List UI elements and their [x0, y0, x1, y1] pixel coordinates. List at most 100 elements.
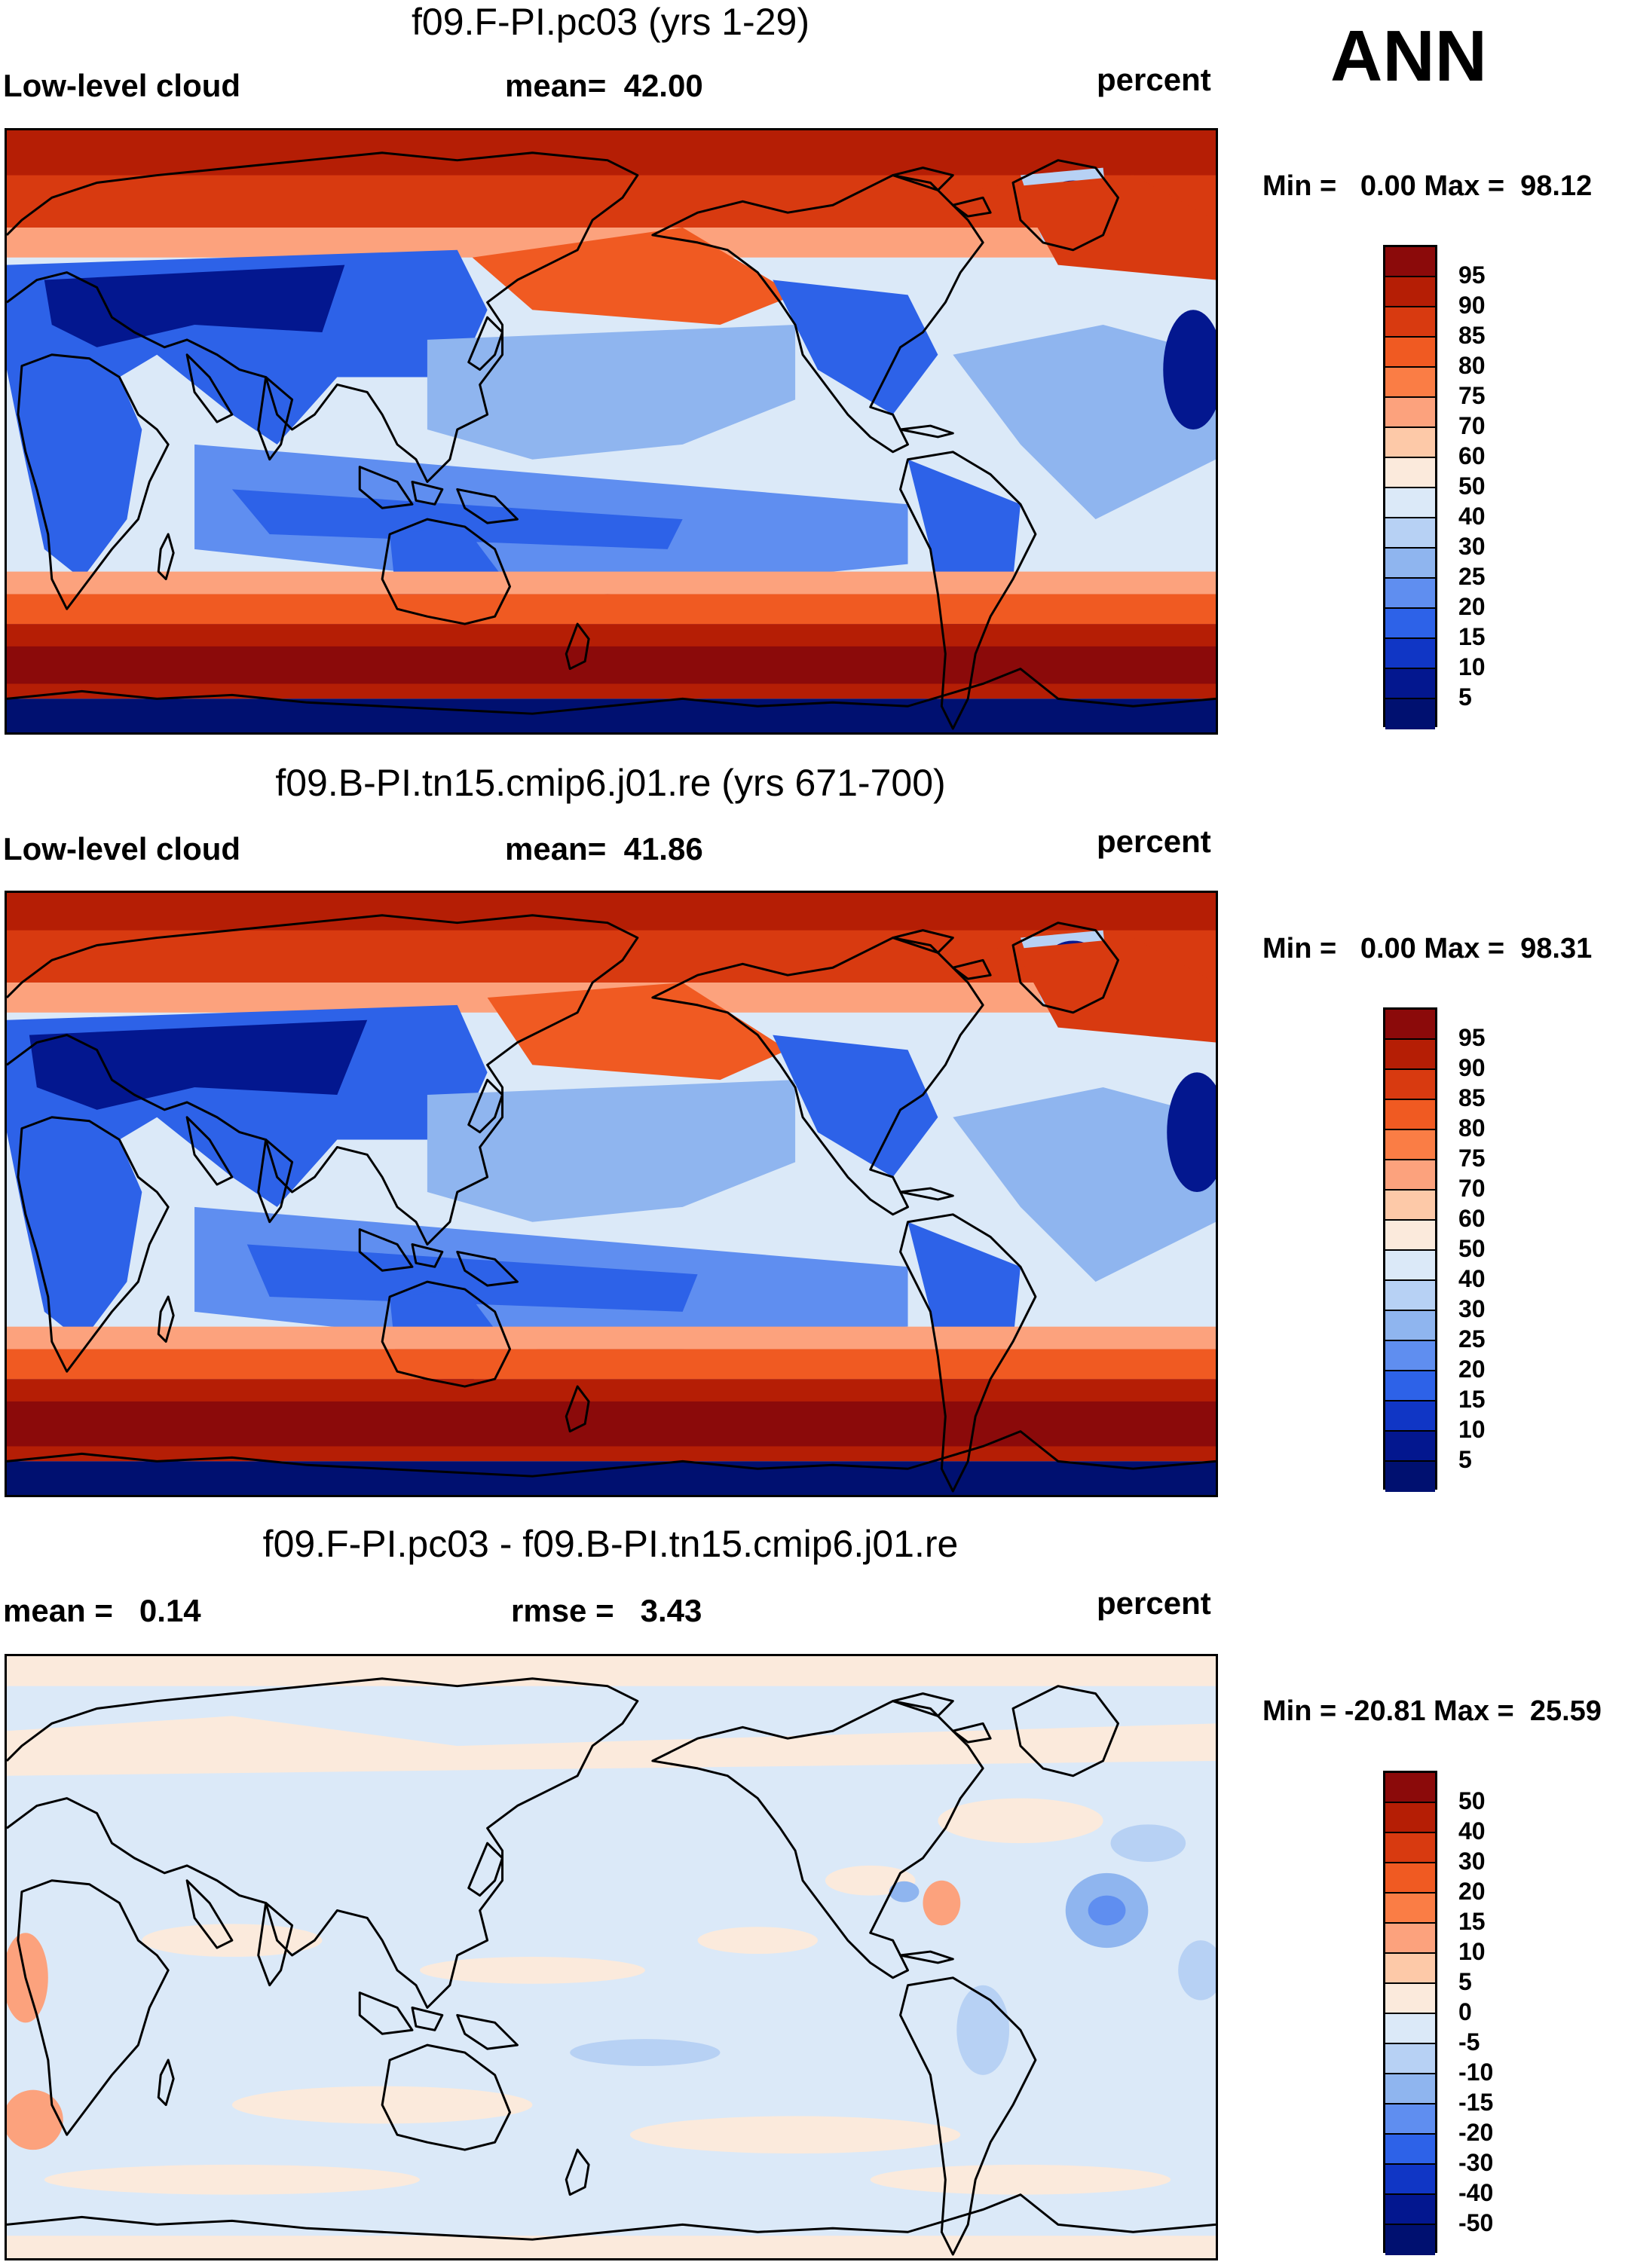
colorbar-swatch	[1385, 1432, 1435, 1462]
colorbar-swatch	[1385, 488, 1435, 518]
colorbar-swatch	[1385, 1070, 1435, 1100]
colorbar-tick-label: 20	[1458, 1878, 1486, 1905]
colorbar-tick-label: 15	[1458, 1386, 1486, 1413]
colorbar-tick-label: -40	[1458, 2179, 1494, 2206]
colorbar-swatch	[1385, 368, 1435, 398]
colorbar-swatch	[1385, 1130, 1435, 1160]
colorbar-swatch	[1385, 398, 1435, 428]
colorbar-tick-label: 20	[1458, 1356, 1486, 1383]
panel-2-colorbar	[1383, 1007, 1437, 1492]
season-label: ANN	[1330, 16, 1487, 96]
colorbar-swatch	[1385, 1984, 1435, 2014]
colorbar-tick-label: 40	[1458, 1817, 1486, 1845]
colorbar-tick-label: 60	[1458, 442, 1486, 469]
colorbar-tick-label: 30	[1458, 533, 1486, 560]
colorbar-swatch	[1385, 518, 1435, 549]
colorbar-tick-label: 50	[1458, 1787, 1486, 1814]
colorbar-tick-label: 95	[1458, 261, 1486, 289]
colorbar-swatch	[1385, 1100, 1435, 1130]
colorbar-swatch	[1385, 1311, 1435, 1341]
colorbar-tick-label: 85	[1458, 1084, 1486, 1111]
colorbar-swatch	[1385, 2165, 1435, 2195]
colorbar-tick-label: 40	[1458, 1265, 1486, 1292]
colorbar-swatch	[1385, 1462, 1435, 1492]
colorbar-tick-label: 15	[1458, 623, 1486, 650]
colorbar-swatch	[1385, 458, 1435, 488]
colorbar-swatch	[1385, 1401, 1435, 1432]
colorbar-swatch	[1385, 307, 1435, 338]
colorbar-swatch	[1385, 609, 1435, 639]
panel-1-variable-label: Low-level cloud	[3, 68, 241, 103]
panel-3-units: percent	[1097, 1585, 1211, 1621]
colorbar-swatch	[1385, 669, 1435, 699]
colorbar-swatch	[1385, 1924, 1435, 1954]
colorbar-swatch	[1385, 1221, 1435, 1251]
panel-1-units: percent	[1097, 62, 1211, 97]
colorbar-swatch	[1385, 1833, 1435, 1863]
colorbar-tick-label: 25	[1458, 1325, 1486, 1353]
panel-2-colorbar-labels: 95 90 85 80 75 70 60 50 40 30 25 20 15 10 5	[1458, 1007, 1549, 1490]
panel-3-map	[5, 1654, 1218, 2260]
colorbar-swatch	[1385, 2135, 1435, 2165]
colorbar-swatch	[1385, 277, 1435, 307]
colorbar-swatch	[1385, 1371, 1435, 1401]
colorbar-swatch	[1385, 1954, 1435, 1984]
colorbar-tick-label: 95	[1458, 1024, 1486, 1051]
colorbar-tick-label: 75	[1458, 382, 1486, 409]
colorbar-swatch	[1385, 247, 1435, 277]
colorbar-tick-label: 50	[1458, 472, 1486, 500]
panel-1-map	[5, 128, 1218, 735]
panel-2-variable-label: Low-level cloud	[3, 831, 241, 867]
colorbar-swatch	[1385, 549, 1435, 579]
colorbar-tick-label: 80	[1458, 352, 1486, 379]
colorbar-tick-label: 90	[1458, 1054, 1486, 1081]
colorbar-tick-label: 10	[1458, 1938, 1486, 1965]
colorbar-tick-label: -5	[1458, 2028, 1480, 2056]
panel-3-mean: mean = 0.14	[3, 1593, 201, 1628]
colorbar-swatch	[1385, 2104, 1435, 2135]
panel-1-colorbar	[1383, 245, 1437, 729]
colorbar-swatch	[1385, 1863, 1435, 1894]
colorbar-tick-label: 5	[1458, 1446, 1472, 1473]
colorbar-tick-label: -30	[1458, 2149, 1494, 2176]
panel-3-colorbar-labels: 50 40 30 20 15 10 5 0 -5 -10 -15 -20 -30 -40 -50	[1458, 1771, 1549, 2253]
colorbar-swatch	[1385, 1191, 1435, 1221]
colorbar-tick-label: 10	[1458, 1416, 1486, 1443]
colorbar-tick-label: 30	[1458, 1295, 1486, 1322]
colorbar-tick-label: 60	[1458, 1205, 1486, 1232]
colorbar-swatch	[1385, 2074, 1435, 2104]
colorbar-tick-label: 90	[1458, 292, 1486, 319]
colorbar-swatch	[1385, 1894, 1435, 1924]
colorbar-swatch	[1385, 2044, 1435, 2074]
panel-1-minmax: Min = 0.00 Max = 98.12	[1262, 170, 1593, 202]
colorbar-swatch	[1385, 1773, 1435, 1803]
panel-1-mean: mean= 42.00	[505, 68, 703, 103]
colorbar-tick-label: 80	[1458, 1114, 1486, 1142]
colorbar-swatch	[1385, 338, 1435, 368]
colorbar-tick-label: 85	[1458, 322, 1486, 349]
colorbar-tick-label: 70	[1458, 412, 1486, 439]
colorbar-swatch	[1385, 2195, 1435, 2225]
colorbar-tick-label: 20	[1458, 593, 1486, 620]
colorbar-tick-label: -20	[1458, 2119, 1494, 2146]
colorbar-swatch	[1385, 2225, 1435, 2255]
panel-1-colorbar-labels: 95 90 85 80 75 70 60 50 40 30 25 20 15 10 5	[1458, 245, 1549, 727]
colorbar-tick-label: 5	[1458, 683, 1472, 711]
colorbar-tick-label: -10	[1458, 2059, 1494, 2086]
colorbar-tick-label: 5	[1458, 1968, 1472, 1995]
colorbar-tick-label: 30	[1458, 1848, 1486, 1875]
panel-2-map	[5, 891, 1218, 1497]
colorbar-tick-label: 70	[1458, 1175, 1486, 1202]
colorbar-swatch	[1385, 1803, 1435, 1833]
colorbar-swatch	[1385, 1160, 1435, 1191]
colorbar-tick-label: -50	[1458, 2209, 1494, 2236]
colorbar-swatch	[1385, 579, 1435, 609]
colorbar-tick-label: 50	[1458, 1235, 1486, 1262]
panel-2-title: f09.B-PI.tn15.cmip6.j01.re (yrs 671-700)	[275, 762, 946, 804]
colorbar-swatch	[1385, 699, 1435, 729]
colorbar-tick-label: 40	[1458, 503, 1486, 530]
colorbar-swatch	[1385, 1251, 1435, 1281]
colorbar-tick-label: 75	[1458, 1145, 1486, 1172]
colorbar-swatch	[1385, 1010, 1435, 1040]
panel-3-rmse: rmse = 3.43	[511, 1593, 702, 1628]
